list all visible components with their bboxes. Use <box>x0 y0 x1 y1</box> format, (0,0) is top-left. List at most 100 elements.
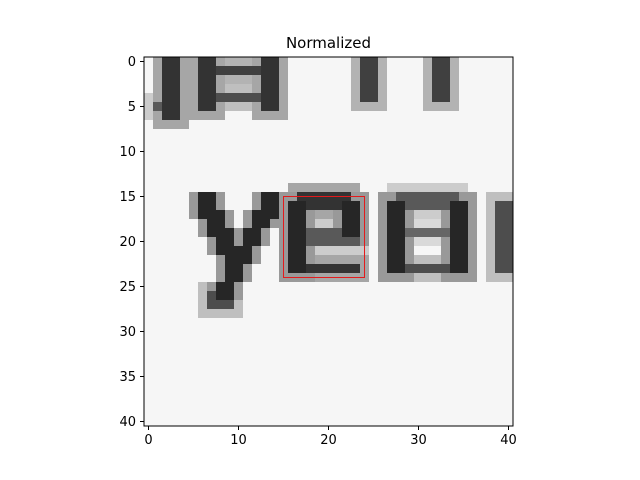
heatmap-cell <box>342 147 352 157</box>
heatmap-cell <box>153 75 163 85</box>
heatmap-cell <box>225 372 235 382</box>
heatmap-cell <box>450 327 460 337</box>
heatmap-cell <box>252 120 262 130</box>
heatmap-cell <box>324 345 334 355</box>
heatmap-cell <box>468 309 478 319</box>
heatmap-cell <box>171 102 181 112</box>
heatmap-cell <box>234 219 244 229</box>
heatmap-cell <box>279 372 289 382</box>
heatmap-cell <box>225 273 235 283</box>
heatmap-cell <box>342 345 352 355</box>
heatmap-cell <box>468 399 478 409</box>
heatmap-cell <box>189 309 199 319</box>
heatmap-cell <box>243 354 253 364</box>
heatmap-cell <box>225 84 235 94</box>
heatmap-cell <box>171 345 181 355</box>
heatmap-cell <box>441 345 451 355</box>
heatmap-cell <box>243 66 253 76</box>
heatmap-cell <box>144 318 154 328</box>
heatmap-cell <box>369 354 379 364</box>
heatmap-cell <box>468 318 478 328</box>
heatmap-cell <box>432 120 442 130</box>
heatmap-cell <box>189 228 199 238</box>
heatmap-cell <box>207 228 217 238</box>
heatmap-cell <box>171 66 181 76</box>
heatmap-cell <box>324 327 334 337</box>
heatmap-cell <box>261 390 271 400</box>
heatmap-cell <box>216 282 226 292</box>
heatmap-cell <box>288 66 298 76</box>
heatmap-cell <box>189 363 199 373</box>
heatmap-cell <box>297 165 307 175</box>
heatmap-cell <box>414 291 424 301</box>
heatmap-cell <box>414 111 424 121</box>
heatmap-cell <box>360 291 370 301</box>
heatmap-cell <box>261 120 271 130</box>
heatmap-cell <box>324 300 334 310</box>
heatmap-cell <box>225 138 235 148</box>
heatmap-cell <box>306 408 316 418</box>
heatmap-cell <box>261 147 271 157</box>
heatmap-cell <box>378 111 388 121</box>
heatmap-cell <box>243 183 253 193</box>
x-axis-ticks: 0 10 20 30 40 <box>144 426 517 448</box>
heatmap-cell <box>378 273 388 283</box>
heatmap-cell <box>288 237 298 247</box>
heatmap-cell <box>153 264 163 274</box>
heatmap-cell <box>414 138 424 148</box>
heatmap-cell <box>261 381 271 391</box>
heatmap-cell <box>387 399 397 409</box>
heatmap-cell <box>486 264 496 274</box>
heatmap-cell <box>333 336 343 346</box>
heatmap-cell <box>369 417 379 427</box>
heatmap-cell <box>477 183 487 193</box>
heatmap-cell <box>414 237 424 247</box>
heatmap-cell <box>477 264 487 274</box>
heatmap-cell <box>189 219 199 229</box>
heatmap-cell <box>252 318 262 328</box>
heatmap-cell <box>423 237 433 247</box>
heatmap-cell <box>504 309 514 319</box>
heatmap-cell <box>261 300 271 310</box>
heatmap-cell <box>315 138 325 148</box>
heatmap-cell <box>144 219 154 229</box>
heatmap-cell <box>315 282 325 292</box>
heatmap-cell <box>333 120 343 130</box>
heatmap-cell <box>468 75 478 85</box>
heatmap-cell <box>198 255 208 265</box>
heatmap-cell <box>369 264 379 274</box>
heatmap-cell <box>351 345 361 355</box>
heatmap-cell <box>234 408 244 418</box>
heatmap-cell <box>144 399 154 409</box>
heatmap-cell <box>504 201 514 211</box>
heatmap-cell <box>162 84 172 94</box>
heatmap-cell <box>279 318 289 328</box>
y-tick-label: 35 <box>119 370 136 385</box>
heatmap-cell <box>225 120 235 130</box>
heatmap-cell <box>270 129 280 139</box>
heatmap-cell <box>279 417 289 427</box>
heatmap-cell <box>459 93 469 103</box>
heatmap-cell <box>369 93 379 103</box>
heatmap-cell <box>342 381 352 391</box>
heatmap-cell <box>162 408 172 418</box>
heatmap-cell <box>342 318 352 328</box>
heatmap-cell <box>153 246 163 256</box>
heatmap-cell <box>369 399 379 409</box>
heatmap-cell <box>432 165 442 175</box>
heatmap-cell <box>414 345 424 355</box>
heatmap-cell <box>351 201 361 211</box>
heatmap-cell <box>477 228 487 238</box>
heatmap-cell <box>306 102 316 112</box>
heatmap-cell <box>243 300 253 310</box>
heatmap-cell <box>486 201 496 211</box>
heatmap-cell <box>423 336 433 346</box>
heatmap-cell <box>270 75 280 85</box>
heatmap-cell <box>234 210 244 220</box>
heatmap-cell <box>225 237 235 247</box>
heatmap-cell <box>333 57 343 67</box>
heatmap-cell <box>450 363 460 373</box>
heatmap-cell <box>189 300 199 310</box>
heatmap-cell <box>297 408 307 418</box>
heatmap-cell <box>405 264 415 274</box>
